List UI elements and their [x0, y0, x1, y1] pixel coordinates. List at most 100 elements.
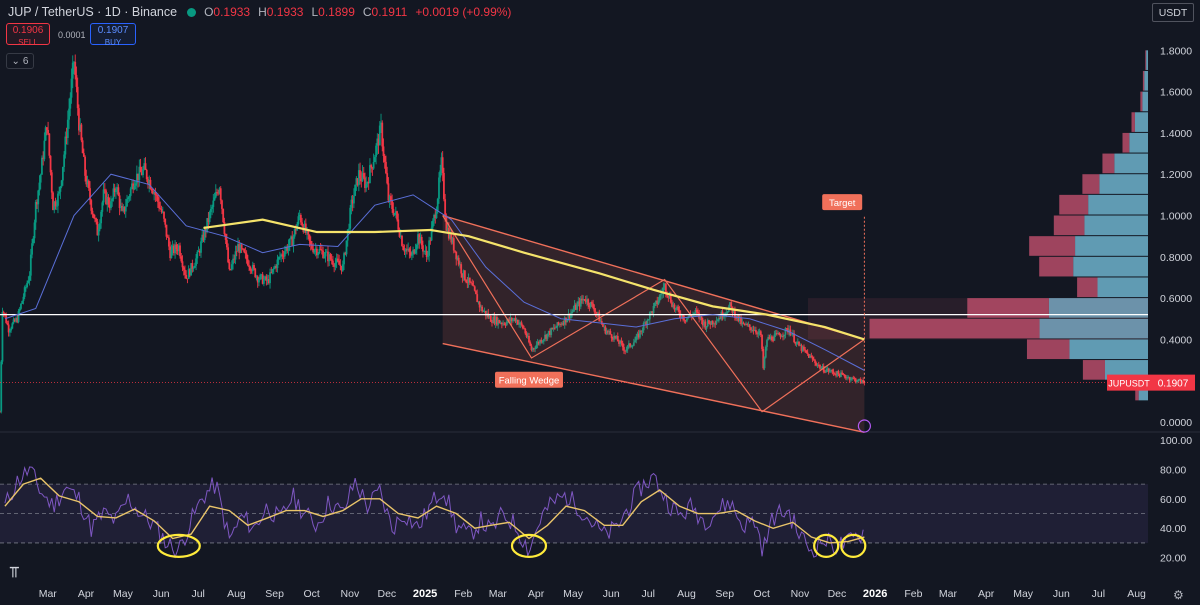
candle-body [393, 212, 396, 215]
candle-body [43, 140, 46, 160]
candle-body [629, 343, 632, 347]
candle-body [240, 244, 243, 249]
target-label-box[interactable] [822, 194, 863, 211]
candle-body [565, 317, 567, 323]
wedge-zigzag-line [442, 215, 865, 413]
falling-wedge-label-box[interactable] [494, 371, 563, 388]
symbol-title[interactable]: JUP / TetherUS · 1D · Binance [8, 5, 178, 19]
candle-body [529, 342, 532, 346]
candle-body [264, 276, 267, 280]
candle-body [519, 322, 522, 324]
candle-body [566, 319, 569, 323]
indicators-toggle[interactable]: ⌄ 6 [6, 53, 34, 69]
candle-body [478, 301, 481, 308]
candle-body [112, 188, 115, 199]
candle-body [340, 266, 343, 271]
candle-body [202, 234, 205, 241]
candle-body [778, 332, 781, 336]
candle-body [243, 249, 246, 253]
candle-body [18, 308, 21, 312]
candle-body [376, 138, 379, 146]
gear-icon[interactable]: ⚙ [1173, 588, 1184, 602]
candle-body [155, 194, 158, 196]
candle-body [316, 248, 318, 256]
candle-body [730, 302, 733, 307]
candle-body [312, 248, 315, 253]
candle-body [471, 282, 474, 286]
candle-body [94, 218, 96, 219]
candle-body [451, 238, 454, 243]
candle-body [803, 346, 805, 350]
candle-body [341, 264, 344, 271]
volume-profile-bar-down [1142, 70, 1145, 91]
candle-body [756, 332, 759, 335]
candle-body [216, 192, 218, 193]
price-tick-label: 1.6000 [1160, 87, 1192, 99]
tradingview-logo-icon[interactable]: ⫪ [10, 564, 19, 581]
candle-body [468, 277, 471, 283]
candle-body [306, 230, 308, 234]
candle-body [107, 196, 110, 205]
candle-body [555, 327, 558, 329]
candle-body [298, 214, 301, 217]
candle-body [91, 210, 94, 214]
candle-body [60, 180, 63, 187]
candle-body [777, 332, 779, 334]
candle-body [338, 260, 340, 265]
candle-body [526, 335, 529, 337]
candle-body [218, 188, 221, 194]
candle-body [562, 323, 565, 325]
candle-body [851, 377, 853, 380]
candle-body [677, 306, 680, 311]
candle-body [124, 206, 127, 212]
candle-body [657, 300, 660, 305]
candle-body [849, 379, 852, 381]
candle-body [515, 320, 518, 322]
price-tick-label: 1.4000 [1160, 128, 1192, 140]
candle-body [539, 340, 541, 344]
buy-button[interactable]: 0.1907 BUY [90, 23, 136, 47]
sell-price: 0.1906 [12, 25, 44, 36]
candle-body [177, 245, 180, 252]
candle-body [110, 201, 112, 209]
lightning-icon[interactable] [857, 419, 871, 433]
candle-body [426, 255, 429, 258]
candle-body [311, 244, 313, 249]
candle-body [784, 328, 787, 335]
candle-body [660, 293, 662, 296]
volume-profile-bar-up [1088, 194, 1148, 215]
candle-body [748, 324, 751, 328]
volume-profile-bar-up [1129, 132, 1148, 153]
candle-body [372, 162, 375, 169]
candle-body [217, 192, 220, 194]
candle-body [301, 222, 304, 226]
volume-profile-bar-down [1029, 236, 1076, 256]
currency-button[interactable]: USDT [1152, 3, 1194, 22]
candle-body [320, 249, 323, 251]
candle-body [594, 311, 597, 313]
candle-body [610, 334, 613, 339]
candle-body [852, 377, 855, 379]
candle-body [332, 260, 334, 265]
candle-body [537, 341, 540, 344]
rsi-tick-label: 80.00 [1160, 464, 1186, 476]
candle-body [288, 238, 291, 246]
candle-body [673, 304, 676, 310]
candle-body [323, 256, 326, 258]
candle-body [713, 323, 715, 325]
candle-body [327, 251, 329, 262]
candle-body [154, 191, 157, 195]
candle-body [138, 166, 141, 181]
oversold-circle-mark [813, 533, 840, 558]
candle-body [603, 326, 606, 328]
candle-body [69, 97, 72, 109]
candle-body [788, 329, 791, 333]
candle-body [481, 306, 484, 312]
sell-button[interactable]: 0.1906 SELL [6, 23, 50, 47]
candle-body [259, 274, 262, 280]
candle-body [42, 157, 45, 160]
candle-body [773, 334, 776, 341]
candle-body [556, 322, 559, 328]
candle-body [29, 254, 32, 276]
